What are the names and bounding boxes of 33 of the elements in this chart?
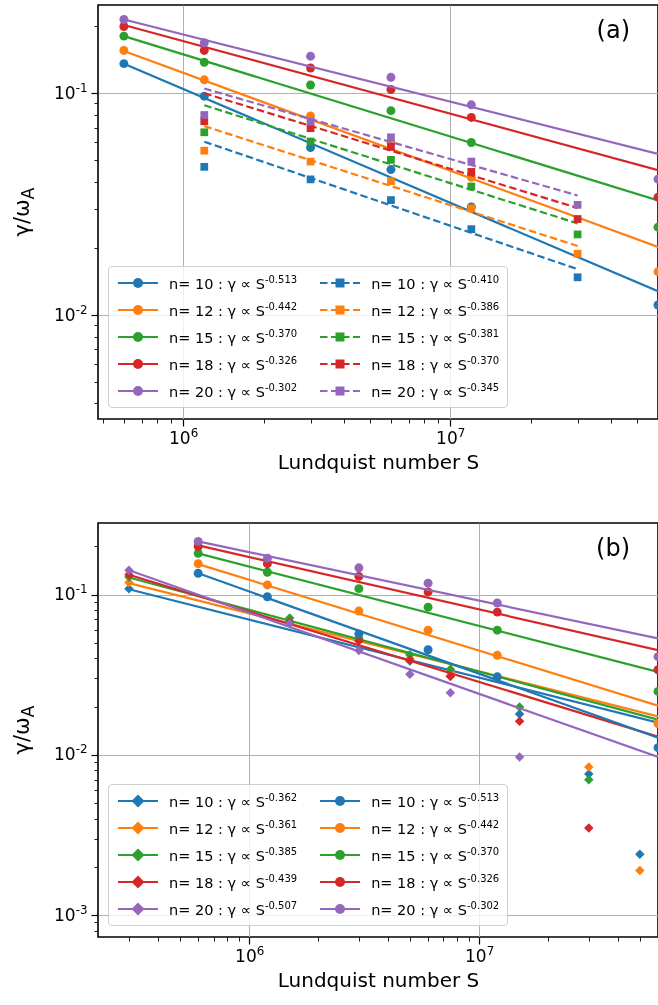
annotation: (a): [596, 16, 630, 44]
x-tick-label: 10$^{6}$: [235, 943, 265, 966]
legend-label: n= 10 : γ ∝ S$^{-0.362}$: [169, 792, 298, 810]
x-tick-label: 10$^{6}$: [169, 425, 199, 448]
annotation: (b): [596, 534, 630, 562]
x-axis-title: Lundquist number S: [277, 449, 480, 474]
legend-label: n= 15 : γ ∝ S$^{-0.381}$: [371, 328, 500, 346]
legend-label: n= 15 : γ ∝ S$^{-0.385}$: [169, 846, 298, 864]
y-tick-label: 10$^{-2}$: [54, 302, 88, 325]
legend-label: n= 12 : γ ∝ S$^{-0.361}$: [169, 819, 298, 837]
legend-label: n= 12 : γ ∝ S$^{-0.386}$: [371, 301, 500, 319]
y-tick-label: 10$^{-3}$: [54, 902, 88, 925]
y-tick-label: 10$^{-1}$: [54, 582, 88, 605]
legend-label: n= 20 : γ ∝ S$^{-0.507}$: [169, 900, 298, 918]
legend-label: n= 10 : γ ∝ S$^{-0.410}$: [371, 274, 500, 292]
y-tick-label: 10$^{-1}$: [54, 80, 88, 103]
legend-label: n= 20 : γ ∝ S$^{-0.345}$: [371, 382, 500, 400]
legend-label: n= 18 : γ ∝ S$^{-0.370}$: [371, 355, 500, 373]
x-axis-title: Lundquist number S: [277, 967, 480, 992]
legend-label: n= 10 : γ ∝ S$^{-0.513}$: [371, 792, 500, 810]
y-tick-label: 10$^{-2}$: [54, 742, 88, 765]
legend-label: n= 18 : γ ∝ S$^{-0.326}$: [169, 355, 298, 373]
legend-label: n= 15 : γ ∝ S$^{-0.370}$: [169, 328, 298, 346]
x-tick-label: 10$^{7}$: [464, 943, 495, 966]
x-tick-label: 10$^{7}$: [436, 425, 466, 448]
legend-label: n= 15 : γ ∝ S$^{-0.370}$: [371, 846, 500, 864]
legend-label: n= 18 : γ ∝ S$^{-0.326}$: [371, 873, 500, 891]
legend-label: n= 20 : γ ∝ S$^{-0.302}$: [371, 900, 500, 918]
legend-label: n= 18 : γ ∝ S$^{-0.439}$: [169, 873, 298, 891]
legend-label: n= 10 : γ ∝ S$^{-0.513}$: [169, 274, 298, 292]
legend-label: n= 12 : γ ∝ S$^{-0.442}$: [371, 819, 500, 837]
legend-label: n= 12 : γ ∝ S$^{-0.442}$: [169, 301, 298, 319]
legend-label: n= 20 : γ ∝ S$^{-0.302}$: [169, 382, 298, 400]
